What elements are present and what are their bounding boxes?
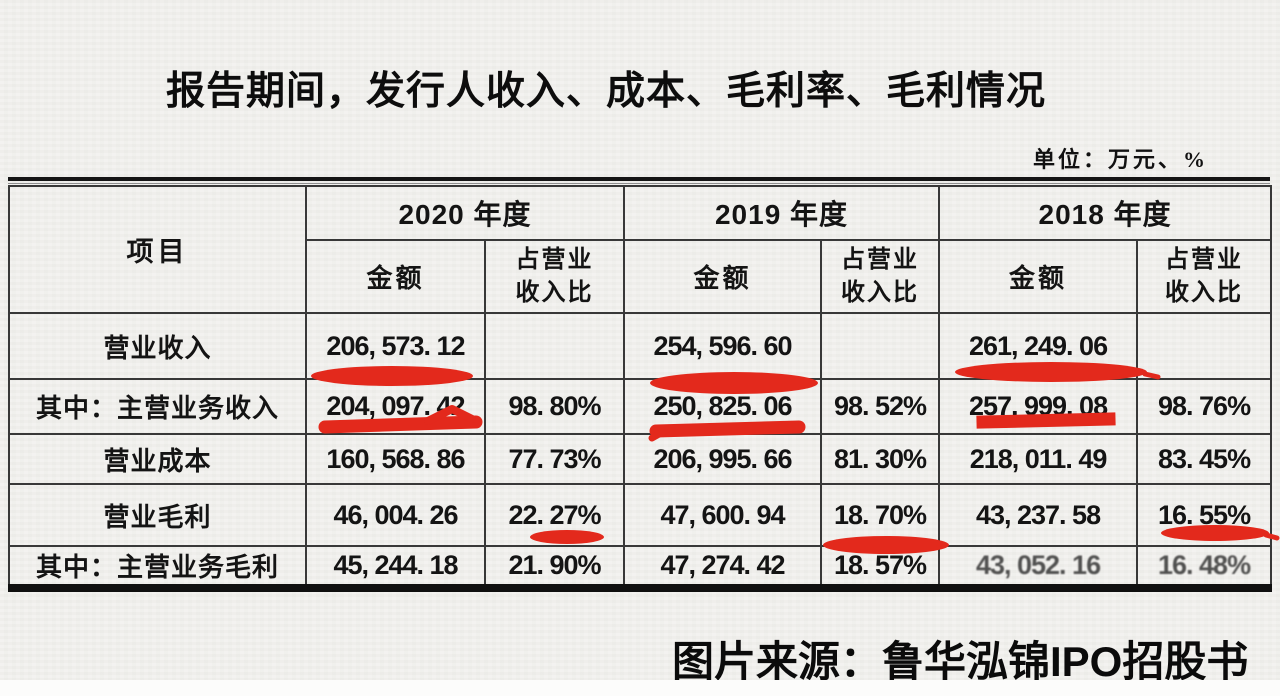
table-row-main-business-revenue: 其中：主营业务收入 204, 097. 42 98. 80% 250, 825.…	[8, 378, 1273, 435]
amount-cell: 46, 004. 26	[305, 483, 486, 547]
row-label: 其中：主营业务收入	[8, 378, 307, 435]
amount-cell: 218, 011. 49	[938, 433, 1139, 485]
column-header-ratio-2018: 占营业 收入比	[1136, 239, 1273, 314]
column-header-amount-2019: 金额	[623, 239, 823, 314]
amount-cell: 257, 999. 08	[938, 378, 1139, 435]
ratio-cell	[1136, 312, 1273, 380]
column-header-amount-2020: 金额	[305, 239, 486, 314]
amount-cell: 47, 274. 42	[623, 545, 823, 589]
ratio-cell: 18. 57%	[820, 545, 941, 589]
unit-note: 单位：万元、%	[1032, 147, 1208, 172]
row-label: 营业成本	[8, 433, 307, 485]
ratio-cell: 77. 73%	[483, 433, 626, 485]
bottom-white-strip	[0, 680, 1280, 696]
column-header-2019: 2019 年度	[623, 185, 941, 241]
amount-cell: 206, 995. 66	[623, 433, 823, 485]
amount-cell: 250, 825. 06	[623, 378, 823, 435]
column-header-item: 项目	[8, 185, 307, 314]
table-header-sub-row: 金额 占营业 收入比 金额 占营业 收入比 金额 占营业 收入比	[9, 239, 1273, 314]
column-header-2020: 2020 年度	[304, 185, 626, 241]
ratio-cell: 22. 27%	[483, 483, 626, 547]
table-top-border-thin	[8, 183, 1270, 184]
column-header-ratio-2019: 占营业 收入比	[820, 239, 941, 314]
ratio-cell: 83. 45%	[1136, 433, 1273, 485]
amount-cell: 47, 600. 94	[623, 483, 823, 547]
financial-table: 项目 2020 年度 2019 年度 2018 年度 金额 占营业 收入比 金额…	[8, 177, 1273, 592]
ratio-cell	[820, 312, 941, 380]
ratio-cell	[483, 312, 626, 380]
column-header-2018: 2018 年度	[938, 185, 1273, 241]
amount-cell: 160, 568. 86	[305, 433, 486, 485]
ratio-cell: 98. 76%	[1136, 378, 1273, 435]
ratio-cell: 16. 48%	[1136, 545, 1273, 589]
column-header-ratio-2020: 占营业 收入比	[483, 239, 626, 314]
row-label: 营业毛利	[8, 483, 307, 547]
amount-cell: 43, 052. 16	[938, 545, 1139, 589]
ratio-cell: 81. 30%	[820, 433, 941, 485]
ratio-cell: 98. 52%	[820, 378, 941, 435]
table-header-year-row: 项目 2020 年度 2019 年度 2018 年度	[8, 185, 1273, 314]
amount-cell: 261, 249. 06	[938, 312, 1139, 380]
page-title: 报告期间，发行人收入、成本、毛利率、毛利情况	[166, 70, 1047, 113]
table-row-operating-revenue: 营业收入 206, 573. 12 254, 596. 60 261, 249.…	[8, 312, 1273, 380]
ratio-cell: 18. 70%	[820, 483, 941, 547]
amount-cell: 43, 237. 58	[938, 483, 1139, 547]
table-row-operating-cost: 营业成本 160, 568. 86 77. 73% 206, 995. 66 8…	[8, 433, 1273, 485]
amount-cell: 206, 573. 12	[305, 312, 486, 380]
row-label: 其中：主营业务毛利	[8, 545, 307, 589]
table-top-border	[8, 177, 1270, 181]
amount-cell: 204, 097. 42	[305, 378, 486, 435]
amount-cell: 254, 596. 60	[623, 312, 823, 380]
table-row-gross-profit: 营业毛利 46, 004. 26 22. 27% 47, 600. 94 18.…	[8, 483, 1273, 547]
column-header-amount-2018: 金额	[938, 239, 1139, 314]
table-row-main-business-gross-profit: 其中：主营业务毛利 45, 244. 18 21. 90% 47, 274. 4…	[8, 545, 1273, 589]
ratio-cell: 98. 80%	[483, 378, 626, 435]
row-label: 营业收入	[8, 312, 307, 380]
income-cost-margin-table: 项目 2020 年度 2019 年度 2018 年度 金额 占营业 收入比 金额…	[8, 185, 1273, 592]
image-source-caption: 图片来源：鲁华泓锦IPO招股书	[672, 638, 1249, 685]
ratio-cell: 21. 90%	[483, 545, 626, 589]
ratio-cell: 16. 55%	[1136, 483, 1273, 547]
amount-cell: 45, 244. 18	[305, 545, 486, 589]
